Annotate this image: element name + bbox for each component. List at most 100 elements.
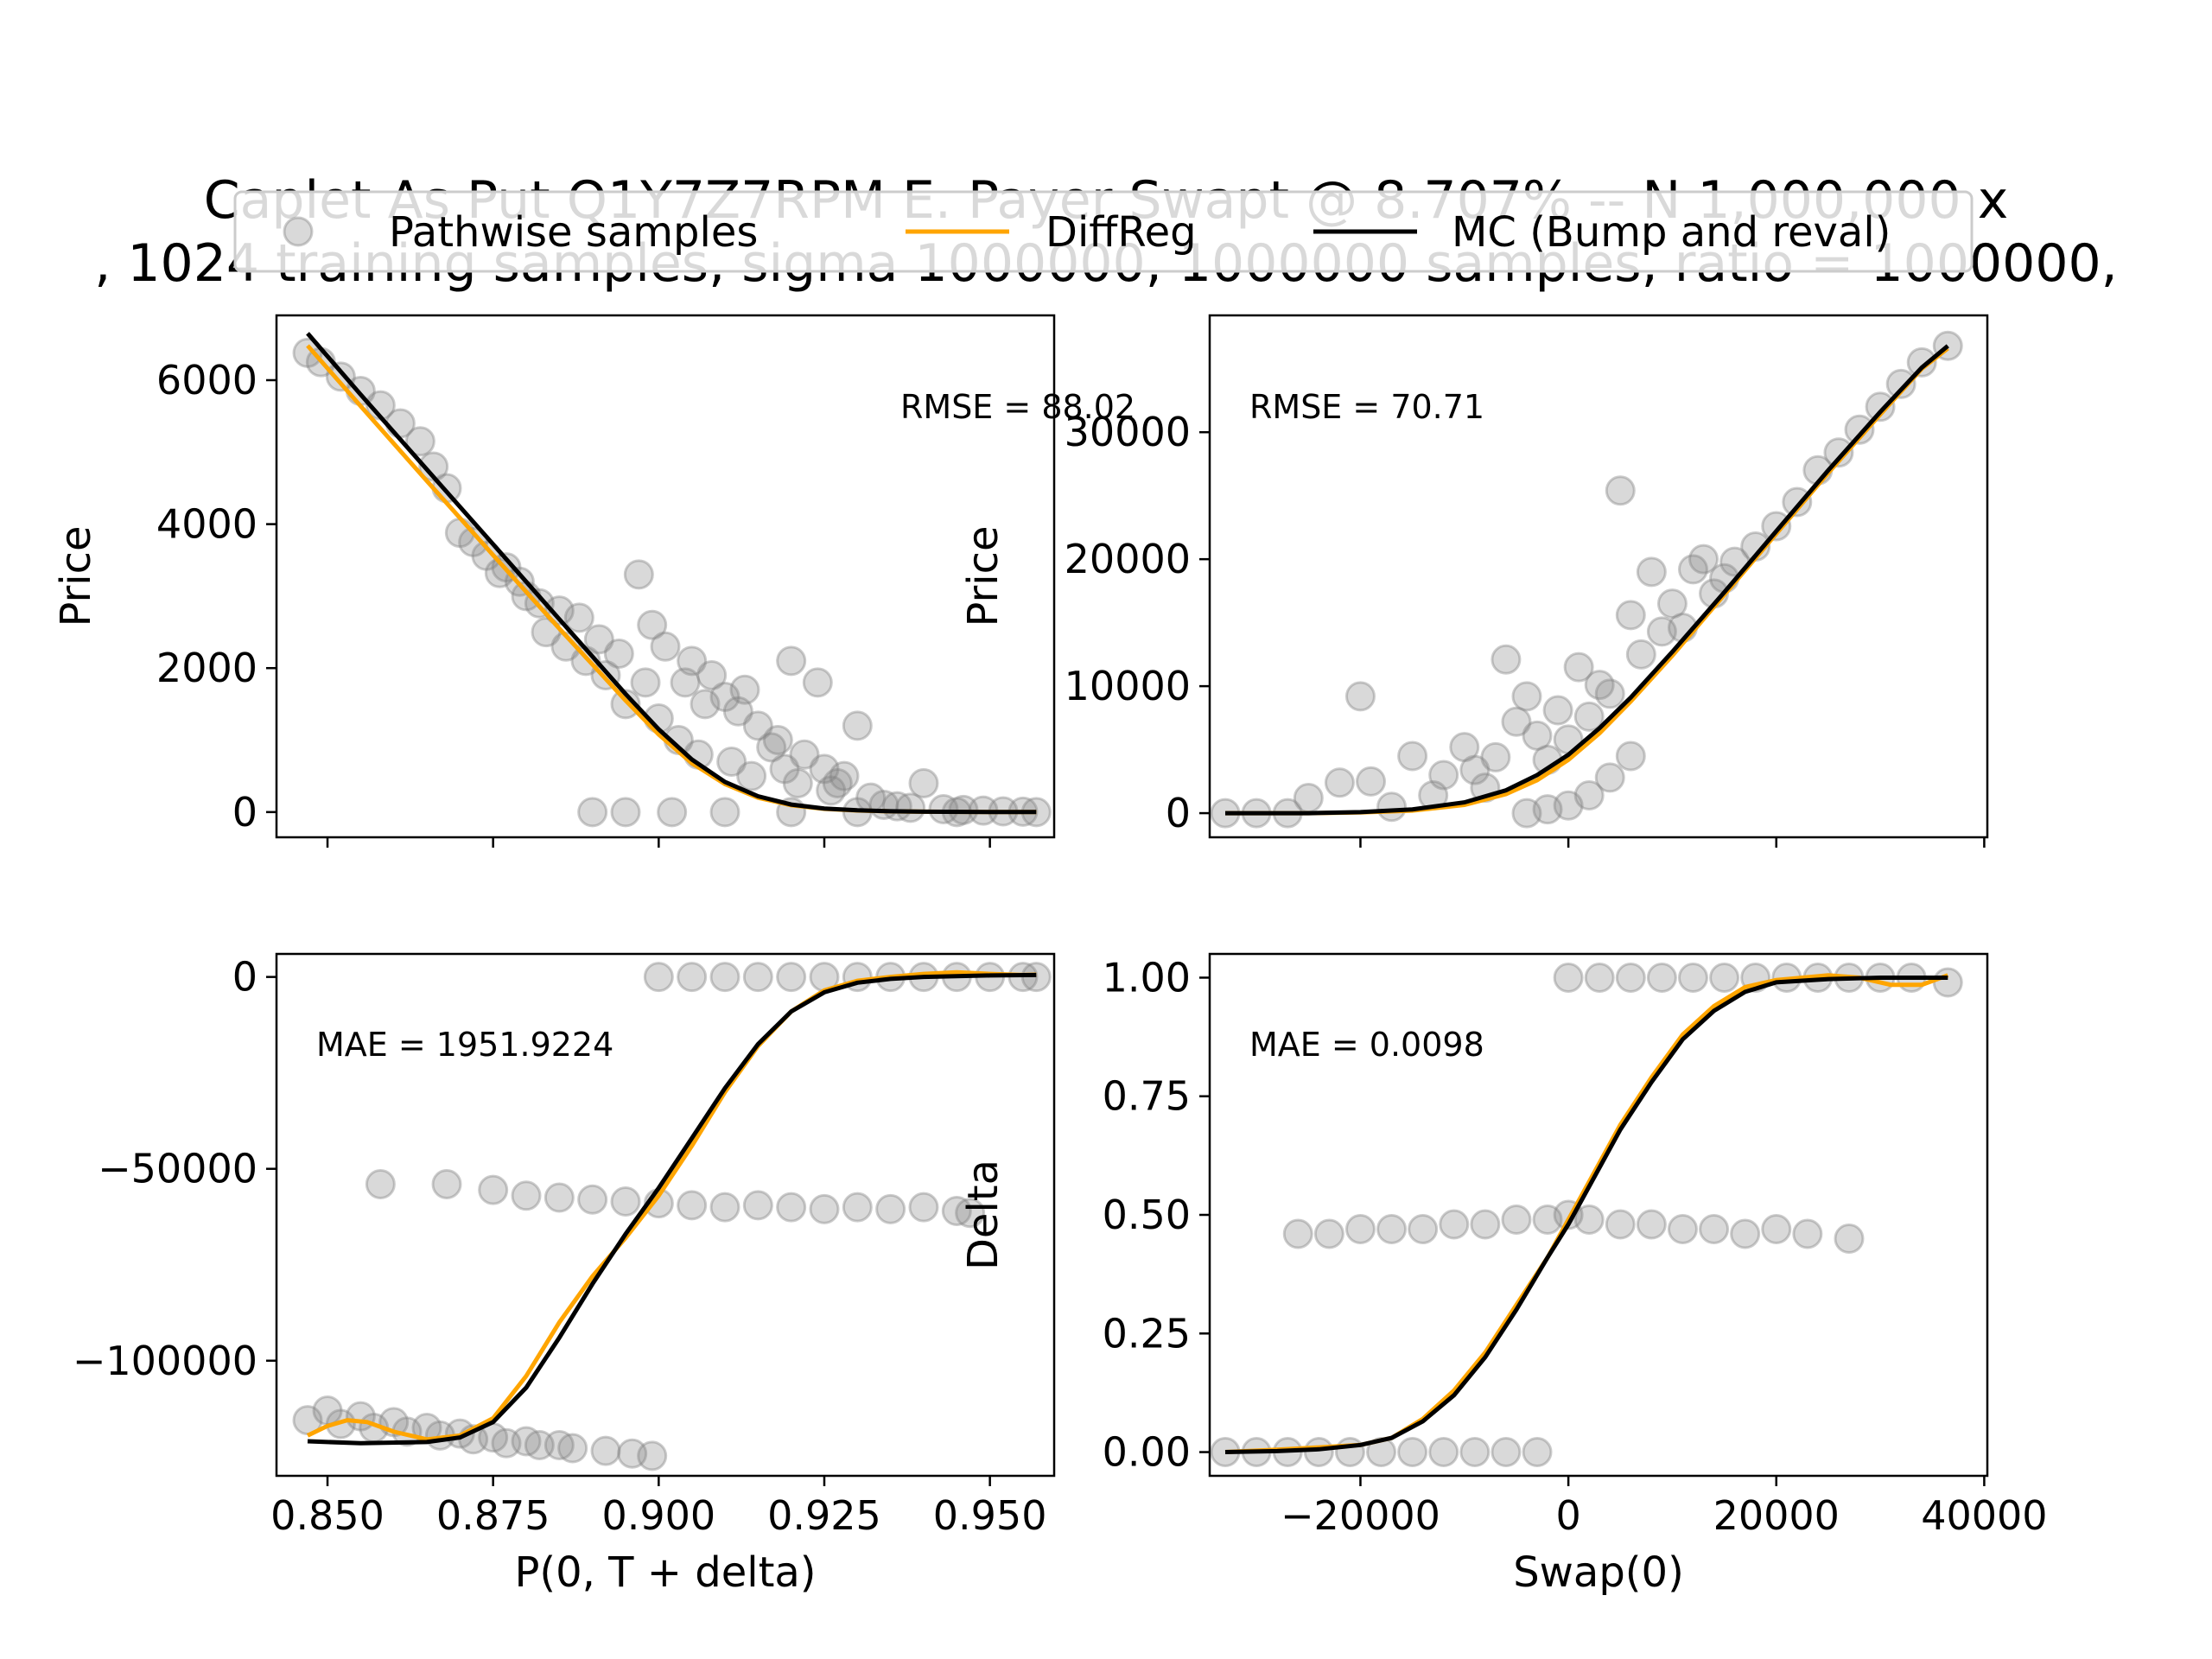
- metric-annotation: RMSE = 88.02: [900, 388, 1135, 426]
- sample-point: [577, 1184, 608, 1215]
- sample-point: [1511, 681, 1542, 712]
- sample-point: [577, 797, 608, 828]
- sample-point: [742, 962, 773, 993]
- sample-point: [543, 1182, 575, 1213]
- y-tick-label: 4000: [156, 501, 257, 548]
- sample-point: [1313, 1218, 1344, 1249]
- sample-point: [875, 1193, 906, 1224]
- sample-point: [1584, 962, 1615, 993]
- sample-point: [365, 1168, 396, 1199]
- sample-point: [1501, 706, 1532, 737]
- x-tick-label: 40000: [1921, 1492, 2047, 1539]
- sample-point: [762, 725, 793, 756]
- sample-point: [1782, 486, 1813, 518]
- sample-point: [1636, 556, 1667, 588]
- sample-point: [1792, 1218, 1823, 1249]
- mc-line: [1225, 344, 1949, 816]
- sample-point: [543, 1429, 575, 1460]
- y-tick-label: 0: [232, 789, 257, 836]
- sample-point: [1428, 760, 1459, 791]
- x-tick-label: 0.875: [436, 1492, 550, 1539]
- subplots-container: 0 2000 4000 6000 Price RMSE = 88.02 0 10000 2000…: [52, 314, 2048, 1597]
- sample-point: [458, 526, 489, 557]
- y-tick-label: 0.75: [1103, 1073, 1191, 1120]
- y-tick-label: 0: [232, 954, 257, 1001]
- sample-point: [756, 732, 787, 763]
- sample-point: [776, 1192, 807, 1223]
- sample-point: [677, 1190, 708, 1221]
- sample-point: [1932, 967, 1963, 998]
- sample-point: [696, 660, 728, 691]
- sample-point: [1553, 790, 1584, 821]
- legend-marker-samples: [283, 216, 314, 247]
- mc-line: [1224, 976, 1948, 1454]
- sample-point: [1761, 511, 1792, 542]
- sample-point: [709, 962, 741, 993]
- sample-point: [471, 540, 502, 571]
- diffreg-line: [306, 969, 1037, 1442]
- sample-point: [1501, 1204, 1532, 1235]
- sample-point: [1615, 741, 1646, 772]
- legend-entry-diffreg: DiffReg: [906, 208, 1197, 257]
- sample-point: [709, 682, 741, 713]
- sample-point: [742, 1190, 773, 1221]
- sample-point: [603, 639, 634, 670]
- sample-point: [1470, 1209, 1501, 1240]
- sample-point: [908, 1192, 939, 1223]
- y-tick-label: 6000: [156, 357, 257, 404]
- sample-point: [782, 768, 813, 799]
- sample-point: [1594, 678, 1625, 709]
- y-tick-label: 0.50: [1103, 1192, 1191, 1238]
- sample-point: [617, 1438, 648, 1469]
- subplot-delta-swap: −20000 0 20000 40000 0.00 0.25 0.50 0.75 1.00 Swa…: [959, 952, 2048, 1597]
- sample-point: [1865, 391, 1896, 423]
- sample-point: [1522, 720, 1553, 751]
- legend-frame: [233, 190, 1974, 273]
- sample-point: [1573, 780, 1605, 811]
- y-tick-label: 0.00: [1103, 1429, 1191, 1476]
- sample-point: [736, 760, 767, 791]
- sample-point: [1656, 588, 1688, 620]
- sample-point: [1625, 639, 1656, 670]
- sample-point: [491, 1427, 522, 1459]
- mc-line: [307, 972, 1037, 1446]
- sample-point: [1605, 475, 1636, 506]
- sample-point: [1646, 962, 1677, 993]
- subplot-price-bond: 0 2000 4000 6000 Price RMSE = 88.02: [52, 314, 1135, 848]
- sample-point: [690, 689, 721, 720]
- sample-point: [822, 768, 853, 799]
- sample-point: [1376, 791, 1408, 823]
- x-tick-label: 0.925: [767, 1492, 881, 1539]
- sample-point: [345, 1401, 376, 1432]
- sample-point: [637, 609, 668, 640]
- sample-point: [829, 760, 860, 791]
- sample-point: [1449, 732, 1480, 763]
- x-tick-label: 0.850: [270, 1492, 385, 1539]
- sample-point: [657, 797, 688, 828]
- sample-point: [1667, 1213, 1698, 1244]
- sample-point: [677, 962, 708, 993]
- sample-point: [1553, 962, 1584, 993]
- sample-point: [610, 1185, 641, 1217]
- sample-point: [1699, 1213, 1730, 1244]
- sample-point: [610, 797, 641, 828]
- sample-point: [610, 689, 641, 720]
- sample-point: [1491, 644, 1522, 675]
- sample-point: [1293, 782, 1324, 813]
- sample-point: [1532, 1204, 1563, 1235]
- y-tick-label: 20000: [1065, 536, 1191, 582]
- sample-point: [650, 631, 681, 662]
- sample-point: [1709, 962, 1740, 993]
- sample-point: [709, 1192, 741, 1223]
- sample-point: [722, 696, 753, 727]
- sample-point: [1355, 766, 1386, 797]
- sample-point: [1646, 616, 1677, 647]
- sample-point: [677, 645, 708, 677]
- sample-point: [563, 602, 594, 633]
- sample-point: [1334, 1437, 1365, 1468]
- y-tick-label: 1.00: [1103, 954, 1191, 1001]
- x-tick-label: 0: [1555, 1492, 1580, 1539]
- plot-area: [292, 332, 1052, 828]
- sample-point: [1761, 1213, 1792, 1244]
